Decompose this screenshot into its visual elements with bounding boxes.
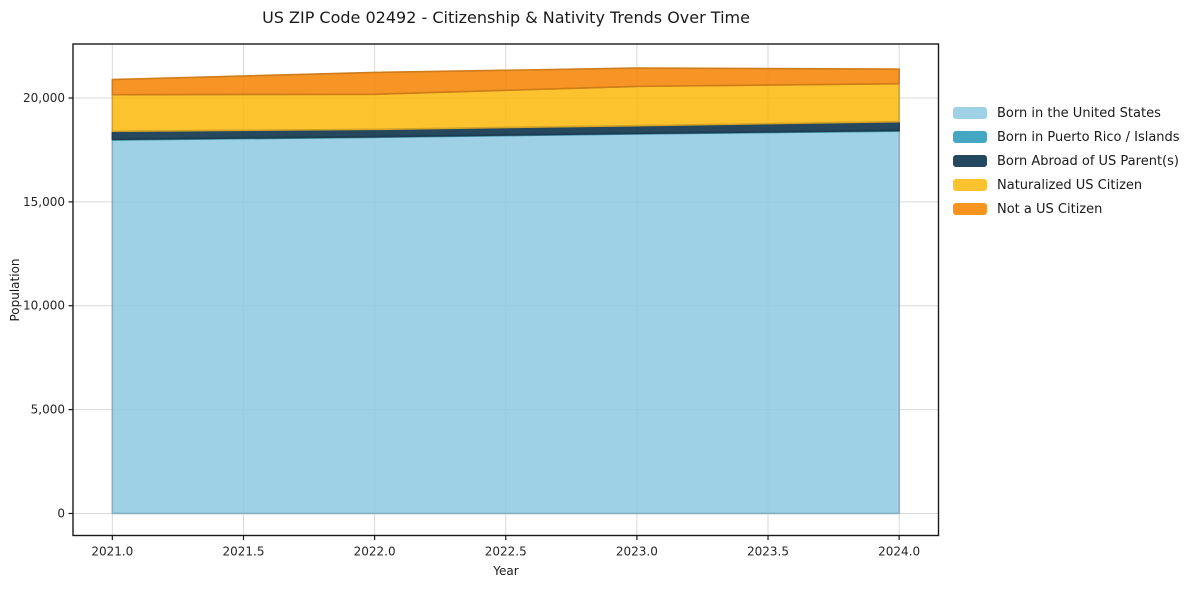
x-tick-label: 2022.5 xyxy=(485,545,527,559)
y-tick-label: 15,000 xyxy=(23,195,65,209)
chart-title: US ZIP Code 02492 - Citizenship & Nativi… xyxy=(262,8,750,27)
legend-label: Not a US Citizen xyxy=(997,201,1103,217)
x-tick-label: 2023.0 xyxy=(616,545,658,559)
x-tick-label: 2022.0 xyxy=(354,545,396,559)
legend-label: Born in the United States xyxy=(997,105,1161,121)
legend-label: Born in Puerto Rico / Islands xyxy=(997,129,1180,145)
x-tick-label: 2023.5 xyxy=(747,545,789,559)
legend-label: Naturalized US Citizen xyxy=(997,177,1143,193)
legend-swatch xyxy=(953,203,987,215)
legend-item: Born in the United States xyxy=(953,101,1180,125)
area-series-4 xyxy=(111,67,900,96)
legend-label: Born Abroad of US Parent(s) xyxy=(997,153,1179,169)
legend-swatch xyxy=(953,179,987,191)
x-tick-label: 2021.5 xyxy=(222,545,264,559)
legend-item: Born in Puerto Rico / Islands xyxy=(953,125,1180,149)
y-tick-label: 20,000 xyxy=(23,91,65,105)
area-series-0 xyxy=(111,130,900,515)
legend: Born in the United States Born in Puerto … xyxy=(953,101,1180,221)
x-tick-label: 2024.0 xyxy=(878,545,920,559)
legend-swatch xyxy=(953,155,987,167)
y-tick-label: 5,000 xyxy=(31,403,65,417)
legend-swatch xyxy=(953,131,987,143)
x-tick-label: 2021.0 xyxy=(91,545,133,559)
legend-item: Born Abroad of US Parent(s) xyxy=(953,149,1180,173)
legend-item: Naturalized US Citizen xyxy=(953,173,1180,197)
y-tick-label: 10,000 xyxy=(23,299,65,313)
legend-item: Not a US Citizen xyxy=(953,197,1180,221)
y-tick-label: 0 xyxy=(57,506,65,520)
x-axis-label: Year xyxy=(493,564,519,578)
legend-swatch xyxy=(953,107,987,119)
